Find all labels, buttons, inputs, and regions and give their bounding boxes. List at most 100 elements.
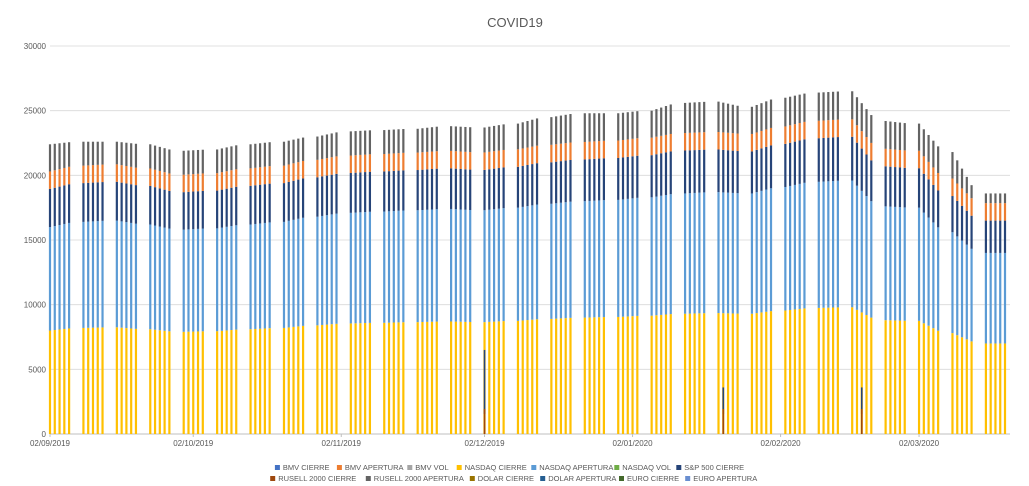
bar-segment bbox=[53, 330, 56, 434]
bar-segment bbox=[722, 132, 725, 150]
bar-segment bbox=[435, 209, 438, 322]
bar-segment bbox=[703, 313, 706, 434]
bar-segment bbox=[526, 147, 529, 165]
bar-segment bbox=[956, 236, 959, 336]
bar-segment bbox=[216, 173, 219, 191]
bar-segment bbox=[297, 138, 300, 163]
bar-segment bbox=[469, 152, 472, 170]
legend-label: EURO CIERRE bbox=[627, 474, 679, 483]
bar-segment bbox=[325, 215, 329, 325]
bar-segment bbox=[588, 200, 591, 318]
bar-segment bbox=[497, 321, 500, 434]
bar-segment bbox=[999, 220, 1002, 253]
bar-segment bbox=[187, 191, 190, 230]
bar-segment bbox=[359, 212, 362, 324]
bar-segment bbox=[149, 144, 152, 169]
bar-segment bbox=[951, 333, 954, 434]
bar-segment bbox=[550, 117, 553, 145]
bar-segment bbox=[631, 111, 634, 139]
bar-segment bbox=[836, 307, 839, 434]
bar-segment bbox=[636, 155, 639, 198]
bar-segment bbox=[459, 126, 462, 152]
bar-segment bbox=[502, 167, 505, 209]
bar-segment bbox=[301, 217, 305, 326]
bar-segment bbox=[550, 318, 553, 434]
bar-segment bbox=[917, 150, 921, 169]
bar-segment bbox=[884, 148, 887, 167]
bar-segment bbox=[650, 315, 653, 434]
bar-segment bbox=[798, 94, 801, 124]
bar-segment bbox=[951, 152, 954, 179]
bar-segment bbox=[860, 190, 863, 313]
bar-segment bbox=[889, 166, 892, 207]
bar-segment bbox=[53, 143, 56, 171]
bar-segment bbox=[349, 155, 352, 174]
bar-segment bbox=[626, 316, 629, 434]
bar-segment bbox=[254, 185, 257, 224]
bar-segment bbox=[297, 218, 300, 327]
bar-segment bbox=[96, 221, 99, 328]
bar-segment bbox=[535, 319, 539, 434]
bar-segment bbox=[951, 232, 954, 334]
bar-segment bbox=[559, 115, 563, 144]
bar-segment bbox=[263, 142, 266, 167]
spike-bar bbox=[722, 409, 725, 434]
bar-segment bbox=[158, 188, 161, 227]
bar-segment bbox=[492, 321, 496, 434]
bar-segment bbox=[798, 140, 801, 184]
bar-segment bbox=[497, 125, 500, 151]
bar-segment bbox=[349, 131, 352, 156]
bar-segment bbox=[650, 197, 653, 316]
legend-swatch bbox=[270, 476, 276, 481]
bar-segment bbox=[898, 320, 902, 434]
bar-segment bbox=[602, 140, 605, 159]
bar-segment bbox=[488, 321, 491, 434]
bar-segment bbox=[822, 307, 825, 434]
bar-segment bbox=[851, 119, 854, 137]
bar-segment bbox=[268, 166, 271, 184]
bar-segment bbox=[158, 146, 161, 171]
bar-segment bbox=[387, 171, 391, 212]
bar-segment bbox=[325, 324, 329, 434]
bar-segment bbox=[521, 165, 524, 207]
bar-segment bbox=[655, 136, 658, 155]
bar-segment bbox=[655, 315, 658, 434]
bar-segment bbox=[626, 156, 629, 199]
legend-label: BMV APERTURA bbox=[345, 463, 404, 472]
bar-segment bbox=[922, 129, 925, 157]
bar-segment bbox=[836, 137, 839, 181]
bar-segment bbox=[201, 173, 204, 191]
bar-segment bbox=[58, 143, 61, 170]
bar-segment bbox=[688, 313, 691, 434]
bar-segment bbox=[698, 102, 701, 133]
legend-swatch bbox=[407, 465, 413, 470]
bar-segment bbox=[115, 327, 118, 434]
bar-segment bbox=[937, 173, 940, 191]
bar-segment bbox=[531, 319, 534, 434]
bar-segment bbox=[301, 160, 305, 179]
bar-segment bbox=[469, 169, 472, 210]
bar-segment bbox=[851, 91, 854, 120]
bar-segment bbox=[220, 172, 223, 190]
bar-segment bbox=[793, 141, 796, 185]
bar-segment bbox=[335, 173, 338, 214]
bar-segment bbox=[354, 172, 357, 213]
bar-segment bbox=[483, 127, 486, 153]
bar-segment bbox=[703, 132, 706, 150]
bar-segment bbox=[63, 185, 66, 224]
bar-segment bbox=[149, 168, 152, 186]
bar-segment bbox=[287, 327, 290, 434]
bar-segment bbox=[497, 208, 500, 322]
legend-swatch bbox=[469, 476, 475, 481]
bar-segment bbox=[559, 202, 563, 319]
bar-segment bbox=[593, 158, 596, 201]
bar-segment bbox=[368, 322, 372, 434]
bar-segment bbox=[693, 102, 696, 133]
bar-segment bbox=[984, 252, 987, 344]
bar-segment bbox=[898, 122, 902, 150]
bar-segment bbox=[865, 137, 868, 155]
bar-segment bbox=[330, 133, 333, 158]
bar-segment bbox=[91, 327, 95, 434]
legend-swatch bbox=[676, 465, 682, 470]
